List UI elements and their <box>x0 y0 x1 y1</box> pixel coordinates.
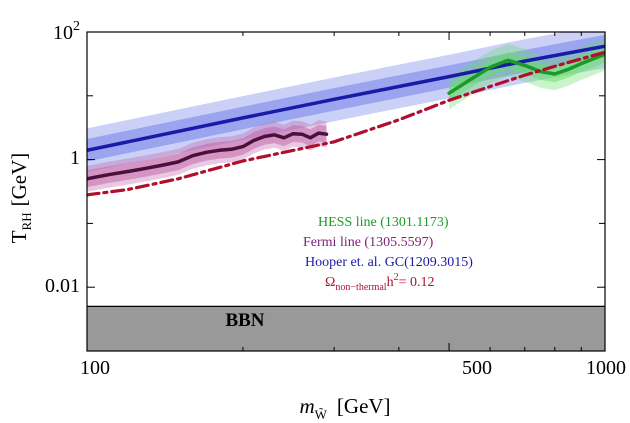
legend-hooper: Hooper et. al. GC(1209.3015) <box>305 255 473 270</box>
legend-hess: HESS line (1301.1173) <box>318 215 449 230</box>
y-axis-unit: [GeV] <box>7 153 31 207</box>
legend-omega-symbol: Ω <box>325 275 335 290</box>
y-axis-symbol: T <box>7 230 31 243</box>
x-tick-label-100: 100 <box>80 357 110 379</box>
y-tick-label-100: 102 <box>53 19 80 44</box>
x-axis-symbol: m <box>299 394 314 418</box>
x-axis-unit: [GeV] <box>337 394 391 418</box>
y-axis-sub: RH <box>19 212 34 230</box>
y-tick-label-100-exp: 2 <box>73 19 80 34</box>
legend-omega-sub: non−thermal <box>335 282 386 293</box>
y-tick-label-100-base: 10 <box>53 22 73 44</box>
legend-omega-sup: 2 <box>394 272 399 283</box>
series-3-line <box>87 50 605 197</box>
series-1-inner-band <box>87 124 327 188</box>
x-axis-title: mW̃ [GeV] <box>299 394 390 422</box>
x-axis-sub: W̃ <box>315 407 328 422</box>
legend-omega-eq: = 0.12 <box>399 275 435 290</box>
legend-fermi: Fermi line (1305.5597) <box>303 235 434 250</box>
axis-ticks <box>86 31 606 352</box>
series-lines <box>87 44 605 197</box>
legend-omega: Ωnon−thermalh2= 0.12 <box>325 272 435 293</box>
y-tick-label-0.01: 0.01 <box>45 275 80 297</box>
y-axis-title: TRH [GeV] <box>7 153 34 244</box>
y-tick-label-1: 1 <box>70 147 80 169</box>
bbn-region <box>87 306 605 351</box>
series-1-line <box>87 131 329 181</box>
series-0-line <box>87 44 605 153</box>
x-tick-label-500: 500 <box>462 357 492 379</box>
series-bands <box>87 32 605 192</box>
x-tick-label-1000: 1000 <box>586 357 626 379</box>
plot-frame <box>86 31 606 352</box>
bbn-label: BBN <box>225 310 264 331</box>
legend-omega-h: h <box>387 275 394 290</box>
